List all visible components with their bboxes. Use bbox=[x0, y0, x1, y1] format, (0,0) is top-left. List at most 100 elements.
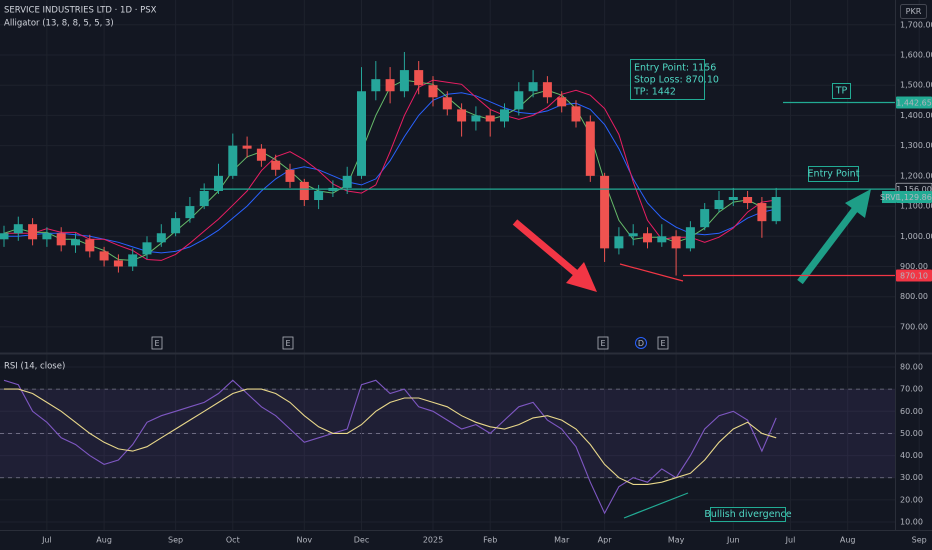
rsi-tick-label: 50.00 bbox=[900, 429, 923, 438]
x-tick-label: Aug bbox=[96, 536, 112, 545]
rsi-line bbox=[4, 388, 777, 485]
y-tick-label: 1,600.00 bbox=[900, 50, 932, 59]
divergence-box bbox=[710, 507, 786, 522]
candle-body bbox=[714, 200, 724, 210]
candle-body bbox=[671, 236, 681, 249]
candle-body bbox=[528, 82, 538, 92]
event-marker bbox=[597, 336, 609, 350]
candle-body bbox=[357, 91, 366, 176]
ticker-badge bbox=[882, 191, 896, 204]
marks bbox=[0, 51, 781, 515]
rsi-divergence-line bbox=[623, 492, 689, 519]
candle-body bbox=[128, 254, 138, 267]
candle-body bbox=[685, 227, 695, 249]
candle-body bbox=[228, 145, 238, 176]
x-tick-label: Oct bbox=[226, 536, 240, 545]
y-tick-label: 1,700.00 bbox=[900, 20, 932, 29]
candle-body bbox=[42, 233, 52, 240]
candle-body bbox=[514, 91, 524, 110]
divergence-line bbox=[619, 263, 684, 282]
x-tick-label: Feb bbox=[483, 536, 497, 545]
event-marker bbox=[657, 336, 669, 350]
arrow-shaft bbox=[797, 205, 859, 285]
candle-body bbox=[442, 97, 452, 110]
arrow-head bbox=[845, 189, 871, 218]
rsi-tick-label: 40.00 bbox=[900, 451, 923, 460]
x-tick-label: Jul bbox=[41, 536, 52, 545]
overlay: 700.00 800.00 900.00 1,000.00 1,100.00 1,200.… bbox=[41, 20, 932, 545]
candle-body bbox=[414, 70, 424, 86]
candle-body bbox=[314, 190, 324, 201]
candle-body bbox=[743, 196, 753, 204]
candle-body bbox=[271, 160, 281, 170]
candle-body bbox=[185, 206, 195, 219]
candle-body bbox=[385, 79, 395, 92]
up-arrow bbox=[797, 189, 871, 285]
x-tick-label: Sep bbox=[912, 536, 927, 545]
candle-body bbox=[85, 239, 95, 252]
x-tick-label: 2025 bbox=[423, 536, 443, 545]
candle-body bbox=[371, 79, 381, 92]
candle-body bbox=[199, 190, 209, 207]
candle-body bbox=[643, 233, 652, 243]
rsi-line bbox=[3, 379, 777, 515]
candle-body bbox=[142, 242, 152, 255]
currency-box bbox=[900, 4, 927, 19]
event-marker bbox=[635, 337, 647, 349]
candle-body bbox=[485, 115, 495, 122]
arrow-head bbox=[566, 262, 597, 292]
y-tick-label: 900.00 bbox=[900, 262, 928, 271]
y-tick-label: 800.00 bbox=[900, 292, 928, 301]
entry-label: Entry Point bbox=[808, 169, 860, 180]
candle-body bbox=[0, 233, 9, 240]
rsi-tick-label: 10.00 bbox=[900, 518, 923, 527]
price-badge-label: 1,156.00 bbox=[896, 185, 932, 194]
x-tick-label: Apr bbox=[598, 536, 613, 545]
candle-body bbox=[728, 196, 738, 201]
price-badge bbox=[896, 269, 932, 282]
tp-label: TP bbox=[835, 86, 848, 97]
ticker-label: SRVI bbox=[880, 193, 898, 202]
rsi-tick-label: 70.00 bbox=[900, 385, 923, 394]
candle-body bbox=[557, 97, 567, 107]
y-tick-label: 1,400.00 bbox=[900, 111, 932, 120]
currency-label: PKR bbox=[906, 7, 922, 16]
y-tick-label: 1,500.00 bbox=[900, 81, 932, 90]
candle-body bbox=[256, 148, 266, 161]
candle-body bbox=[28, 224, 38, 240]
candle-body bbox=[285, 169, 295, 182]
candle-body bbox=[242, 145, 252, 149]
candle-body bbox=[628, 233, 638, 237]
event-label: E bbox=[660, 339, 665, 348]
candle-body bbox=[614, 236, 624, 249]
chart-title: SERVICE INDUSTRIES LTD · 1D · PSX bbox=[4, 6, 157, 16]
event-marker bbox=[282, 336, 294, 350]
entry-box bbox=[808, 166, 859, 182]
candle-body bbox=[771, 196, 781, 222]
x-tick-label: Dec bbox=[354, 536, 369, 545]
candle-body bbox=[657, 236, 667, 243]
event-marker bbox=[151, 336, 163, 350]
candle-body bbox=[171, 218, 181, 234]
candle-body bbox=[299, 181, 309, 201]
candle-body bbox=[500, 109, 509, 122]
rsi-tick-label: 60.00 bbox=[900, 407, 923, 416]
tp-box bbox=[832, 83, 851, 99]
price-badge-label: 870.10 bbox=[900, 272, 928, 281]
candle-body bbox=[113, 260, 123, 267]
candle-body bbox=[56, 233, 66, 246]
candle-body bbox=[457, 109, 467, 122]
price-badge-label: 1,129.86 bbox=[896, 193, 932, 202]
candle-body bbox=[71, 239, 80, 246]
candle-body bbox=[571, 106, 581, 122]
event-label: E bbox=[154, 339, 159, 348]
rsi-tick-label: 30.00 bbox=[900, 473, 923, 482]
x-tick-label: Nov bbox=[296, 536, 312, 545]
y-tick-label: 1,300.00 bbox=[900, 141, 932, 150]
x-tick-label: Jul bbox=[785, 536, 796, 545]
candle-body bbox=[156, 233, 166, 243]
candle-body bbox=[342, 175, 352, 188]
price-badge bbox=[896, 191, 932, 204]
rsi-title: RSI (14, close) bbox=[4, 362, 65, 372]
x-tick-label: Mar bbox=[554, 536, 570, 545]
